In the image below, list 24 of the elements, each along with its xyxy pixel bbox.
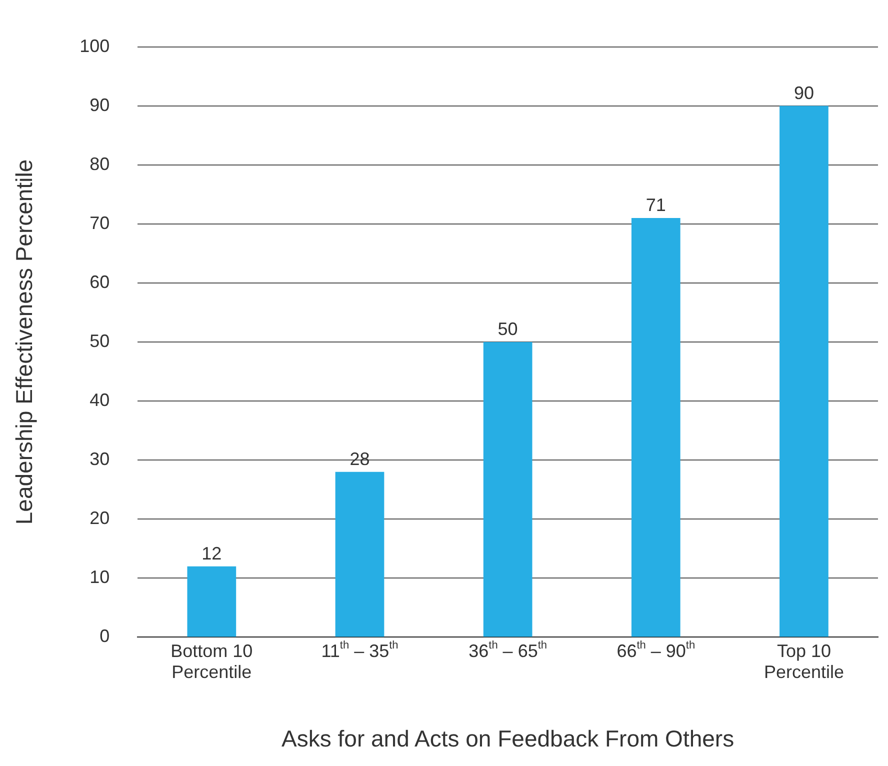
y-tick-label: 40 bbox=[90, 390, 110, 410]
bar bbox=[187, 566, 236, 637]
x-tick-label: Top 10 Percentile bbox=[764, 641, 844, 682]
y-tick-label: 90 bbox=[90, 94, 110, 115]
bar bbox=[631, 218, 680, 637]
y-tick-label: 100 bbox=[80, 36, 110, 56]
y-tick-label: 70 bbox=[90, 212, 110, 233]
x-tick-label: Bottom 10 Percentile bbox=[170, 641, 253, 682]
data-label: 90 bbox=[794, 82, 814, 103]
y-tick-label: 50 bbox=[90, 330, 110, 351]
data-label: 12 bbox=[202, 543, 222, 564]
y-tick-label: 0 bbox=[100, 626, 110, 646]
y-tick-label: 80 bbox=[90, 154, 110, 174]
bar bbox=[780, 106, 828, 637]
bar bbox=[335, 472, 384, 637]
x-axis-title: Asks for and Acts on Feedback From Others bbox=[282, 726, 734, 752]
bar bbox=[483, 342, 532, 637]
y-tick-label: 10 bbox=[90, 567, 110, 588]
data-label: 50 bbox=[498, 318, 518, 339]
y-tick-label: 20 bbox=[90, 508, 110, 528]
data-label: 71 bbox=[646, 194, 666, 215]
y-tick-label: 30 bbox=[90, 449, 110, 470]
y-tick-label: 60 bbox=[90, 272, 110, 292]
y-axis-title: Leadership Effectiveness Percentile bbox=[11, 159, 38, 525]
